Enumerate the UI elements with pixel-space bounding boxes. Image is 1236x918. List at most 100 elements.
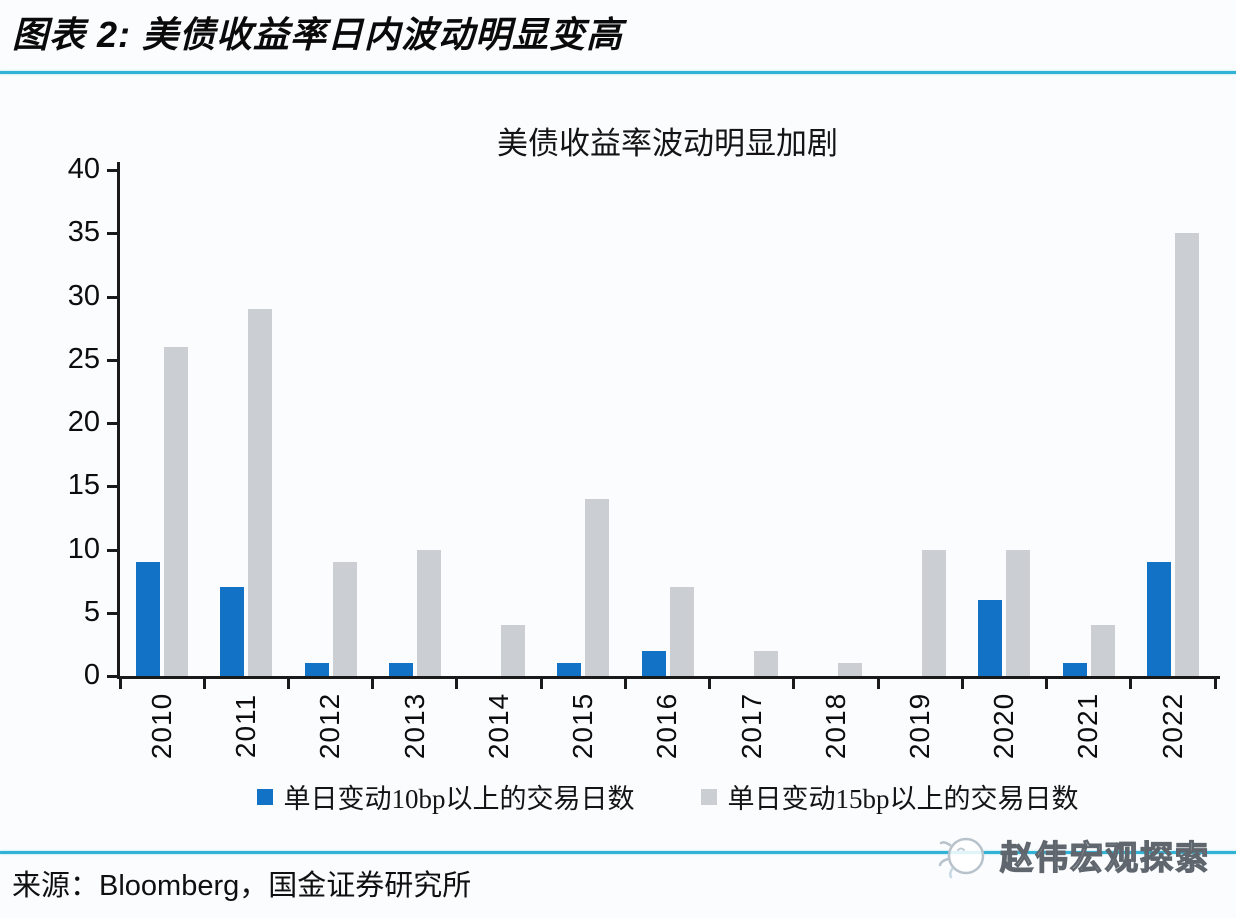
bottom-divider-line (0, 851, 1236, 854)
legend-swatch (700, 788, 717, 805)
y-axis-label: 0 (83, 658, 100, 691)
bar-2013-s1 (416, 549, 441, 676)
x-axis-label-text: 2021 (1072, 692, 1104, 760)
page-title: 图表 2: 美债收益率日内波动明显变高 (12, 14, 624, 55)
chart-title: 美债收益率波动明显加剧 (497, 126, 838, 161)
legend-label: 单日变动15bp以上的交易日数 (727, 784, 1079, 814)
source-label: 来源： (12, 870, 100, 902)
x-axis-label: 2014 (459, 686, 539, 766)
watermark-text: 赵伟宏观探索 (999, 838, 1210, 876)
y-axis-tick (107, 422, 118, 425)
bar-2016-s0 (641, 650, 666, 676)
y-axis-tick (107, 548, 118, 552)
legend-item: 单日变动10bp以上的交易日数 (256, 777, 635, 816)
source-line: 来源：Bloomberg，国金证券研究所 (12, 862, 471, 904)
bar-2012-s0 (304, 663, 329, 676)
x-axis-tick (539, 679, 543, 689)
source-text: Bloomberg，国金证券研究所 (99, 870, 472, 902)
x-axis-label: 2012 (291, 686, 371, 766)
x-axis-label-text: 2018 (819, 692, 851, 760)
y-axis-label: 15 (67, 469, 100, 502)
legend-label: 单日变动10bp以上的交易日数 (283, 784, 635, 814)
bar-2017-s1 (753, 650, 778, 676)
x-axis-label-text: 2017 (735, 692, 767, 760)
x-axis-label: 2013 (375, 686, 455, 766)
bar-2010-s1 (164, 347, 189, 676)
x-axis-label-text: 2015 (567, 692, 599, 760)
bar-2012-s1 (332, 562, 357, 676)
x-axis-tick (1129, 679, 1133, 689)
x-axis-label: 2015 (543, 686, 623, 766)
y-axis-tick (107, 675, 118, 678)
x-axis-tick (371, 679, 375, 689)
x-axis-tick (1213, 679, 1217, 689)
x-axis-label: 2016 (628, 686, 708, 766)
x-axis-tick (623, 679, 627, 689)
bar-2016-s1 (669, 587, 694, 676)
bar-2015-s1 (585, 498, 610, 676)
x-axis-label: 2010 (122, 686, 202, 766)
x-axis-label: 2018 (796, 686, 876, 766)
x-axis-label: 2017 (712, 686, 792, 766)
y-axis-tick (107, 358, 118, 362)
x-axis-label: 2020 (964, 686, 1044, 766)
x-axis-tick (455, 679, 459, 689)
bar-2014-s1 (501, 625, 526, 676)
watermark: 赵伟宏观探索 (938, 829, 1210, 881)
bar-2015-s0 (557, 663, 582, 676)
x-axis-label-text: 2016 (651, 692, 683, 760)
x-axis-label-text: 2019 (904, 692, 936, 760)
y-axis-line (117, 162, 120, 679)
bar-2018-s1 (837, 663, 862, 676)
x-axis-tick (286, 679, 290, 689)
bar-2013-s0 (388, 663, 413, 676)
y-axis-tick (107, 485, 118, 489)
x-axis-line (117, 676, 1220, 679)
bar-2011-s1 (248, 309, 273, 676)
chart-legend: 单日变动10bp以上的交易日数 单日变动15bp以上的交易日数 (120, 777, 1215, 816)
y-axis-tick (107, 295, 118, 299)
x-axis-tick (792, 679, 796, 689)
watermark-logo-icon (938, 837, 985, 879)
x-axis-label: 2022 (1133, 686, 1213, 766)
x-axis-tick (202, 679, 206, 689)
y-axis-label: 10 (67, 532, 100, 565)
x-axis-tick (708, 679, 712, 689)
x-axis-label: 2021 (1049, 686, 1129, 766)
x-axis-label-text: 2010 (146, 692, 178, 760)
bar-2022-s0 (1146, 562, 1171, 676)
y-axis-label: 40 (67, 152, 100, 185)
x-axis-tick (1045, 679, 1049, 689)
top-divider-line (0, 71, 1236, 74)
x-axis-tick (960, 679, 964, 689)
bar-2020-s0 (978, 600, 1003, 676)
y-axis-label: 5 (83, 595, 100, 628)
y-axis-label: 35 (67, 216, 100, 249)
bar-2010-s0 (136, 562, 161, 676)
x-axis-tick (118, 679, 122, 689)
y-axis-label: 30 (67, 279, 100, 312)
x-axis-tick (876, 679, 880, 689)
y-axis-tick (107, 232, 118, 236)
bar-2022-s1 (1174, 233, 1199, 676)
bar-2021-s0 (1062, 663, 1087, 676)
y-axis-tick (107, 611, 118, 615)
x-axis-label: 2011 (206, 686, 286, 766)
bar-2021-s1 (1090, 625, 1115, 676)
bar-2011-s0 (220, 587, 245, 676)
x-axis-label-text: 2020 (988, 692, 1020, 760)
bar-2019-s1 (922, 549, 947, 676)
x-axis-label-text: 2012 (314, 692, 346, 760)
y-axis-label: 25 (67, 342, 100, 375)
x-axis-label-text: 2022 (1156, 692, 1188, 760)
x-axis-label: 2019 (880, 686, 960, 766)
legend-item: 单日变动15bp以上的交易日数 (700, 777, 1079, 816)
legend-swatch (256, 788, 273, 805)
y-axis-tick (107, 169, 118, 172)
y-axis-label: 20 (67, 405, 100, 438)
x-axis-label-text: 2011 (230, 693, 262, 759)
bar-2020-s1 (1006, 549, 1031, 676)
x-axis-label-text: 2013 (398, 692, 430, 760)
x-axis-label-text: 2014 (483, 692, 515, 760)
